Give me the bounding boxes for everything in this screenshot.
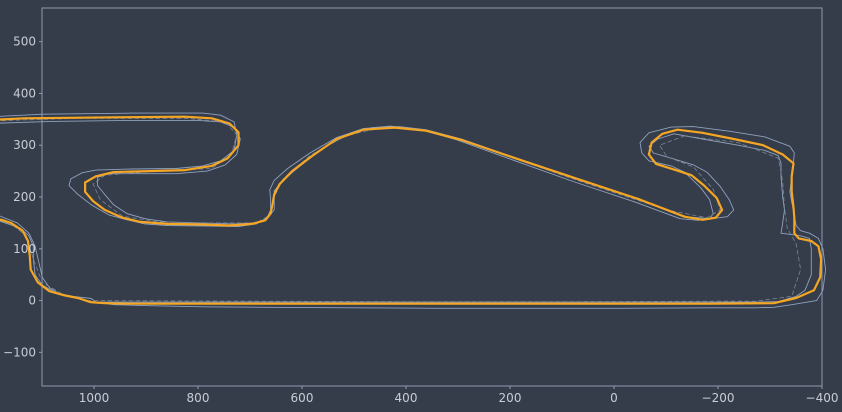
y-tick-label: −100 [3, 345, 36, 359]
x-axis-ticks: 1000 800 600 400 200 0 −200 −400 [79, 386, 839, 405]
x-tick-label: 1000 [79, 391, 110, 405]
track-outer-edge-line [0, 112, 827, 309]
y-tick-label: 0 [28, 294, 36, 308]
x-tick-label: −200 [702, 391, 735, 405]
y-axis-ticks: 500 400 300 200 100 0 −100 [3, 35, 42, 359]
x-tick-label: 0 [610, 391, 618, 405]
racing-line-line [0, 115, 823, 305]
y-tick-label: 200 [13, 190, 36, 204]
y-tick-label: 500 [13, 35, 36, 49]
series-layer [0, 112, 827, 309]
x-tick-label: 600 [291, 391, 314, 405]
x-tick-label: 800 [187, 391, 210, 405]
y-tick-label: 100 [13, 242, 36, 256]
y-tick-label: 400 [13, 86, 36, 100]
x-tick-label: 200 [499, 391, 522, 405]
x-tick-label: −400 [806, 391, 839, 405]
y-tick-label: 300 [13, 138, 36, 152]
x-tick-label: 400 [395, 391, 418, 405]
